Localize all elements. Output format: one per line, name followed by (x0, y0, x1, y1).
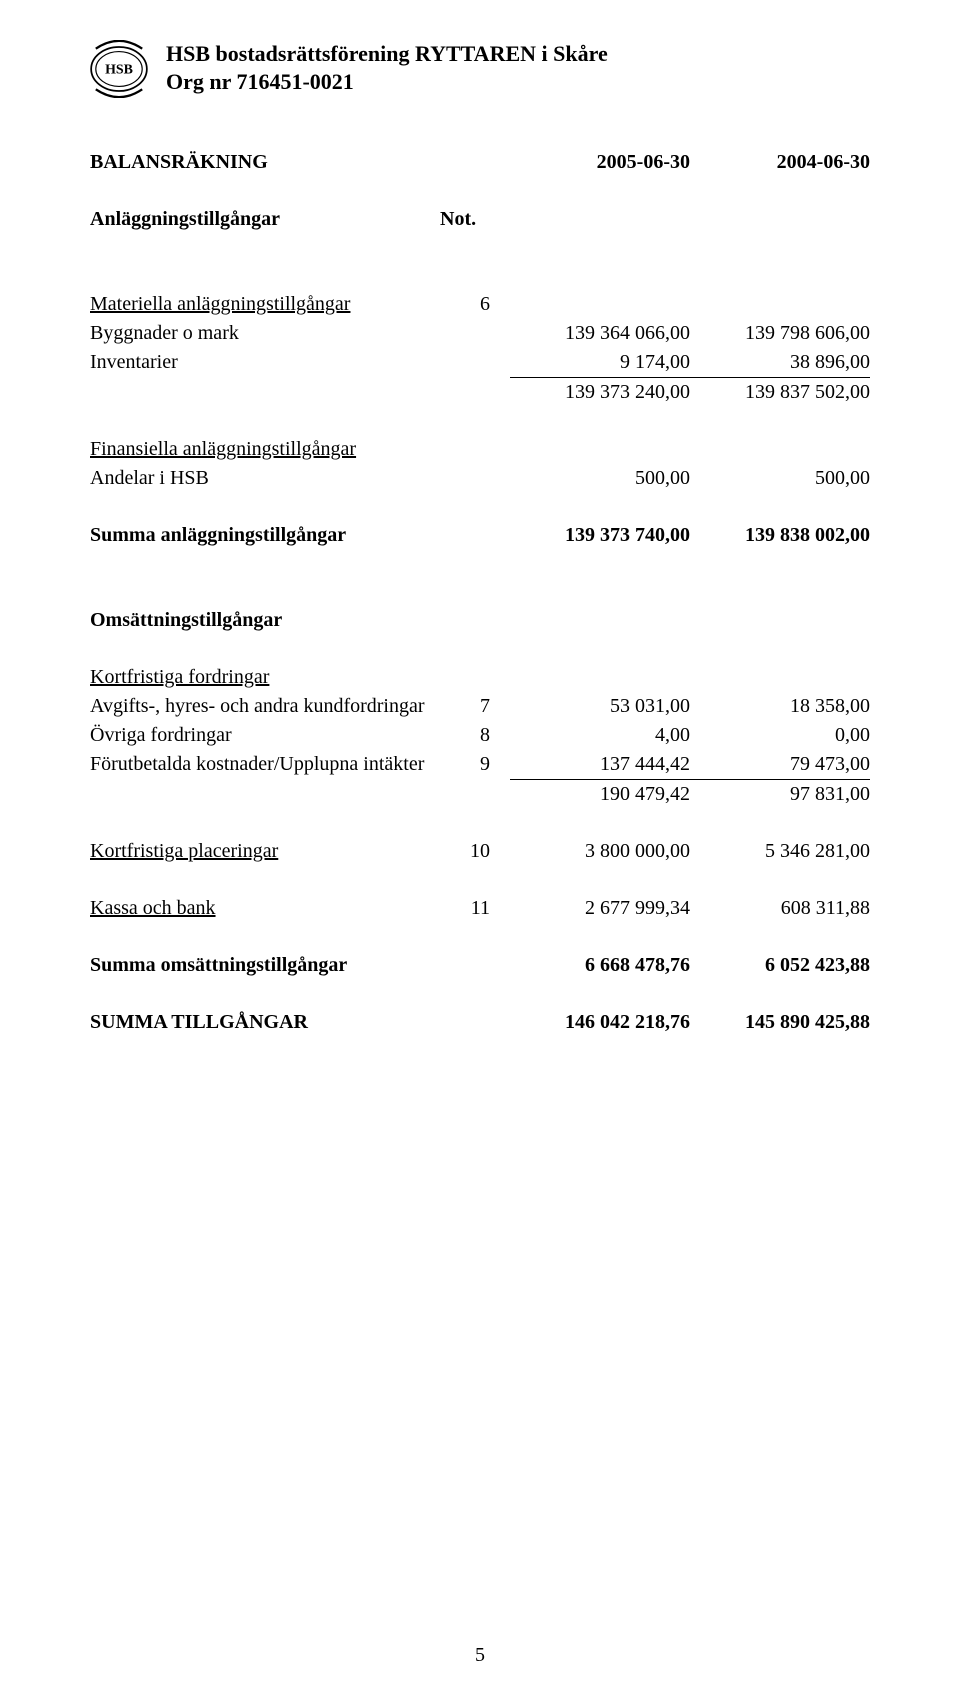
page-container: HSB HSB bostadsrättsförening RYTTAREN i … (0, 0, 960, 1707)
materiella-heading-label: Materiella anläggningstillgångar (90, 290, 440, 319)
row-v1: 53 031,00 (510, 692, 690, 721)
subtitle-row: Anläggningstillgångar Not. (90, 205, 870, 234)
row-label: Inventarier (90, 348, 440, 377)
kortfristiga-sum-row: 190 479,42 97 831,00 (90, 779, 870, 809)
subtitle-note: Not. (440, 205, 510, 234)
materiella-note: 6 (440, 290, 510, 319)
row-v2: 608 311,88 (690, 894, 870, 923)
finansiella-heading-label: Finansiella anläggningstillgångar (90, 435, 440, 464)
sum-v1: 190 479,42 (510, 779, 690, 809)
row-v1: 139 364 066,00 (510, 319, 690, 348)
table-row: Inventarier 9 174,00 38 896,00 (90, 348, 870, 377)
row-v2: 18 358,00 (690, 692, 870, 721)
section-materiella-heading: Materiella anläggningstillgångar 6 (90, 290, 870, 319)
summa-tillgangar-label: SUMMA TILLGÅNGAR (90, 1008, 440, 1037)
row-note: 7 (440, 692, 510, 721)
row-note: 9 (440, 750, 510, 779)
summa-tillgangar-row: SUMMA TILLGÅNGAR 146 042 218,76 145 890 … (90, 1008, 870, 1037)
row-label: Övriga fordringar (90, 721, 440, 750)
row-note: 10 (440, 837, 510, 866)
section-finansiella-heading: Finansiella anläggningstillgångar (90, 435, 870, 464)
summa-anlaggning-label: Summa anläggningstillgångar (90, 521, 440, 550)
table-row: Andelar i HSB 500,00 500,00 (90, 464, 870, 493)
svg-text:HSB: HSB (105, 63, 133, 78)
row-v2: 139 798 606,00 (690, 319, 870, 348)
hsb-logo-icon: HSB (90, 40, 148, 98)
summa-tillgangar-v2: 145 890 425,88 (690, 1008, 870, 1037)
title-row: BALANSRÄKNING 2005-06-30 2004-06-30 (90, 148, 870, 177)
sum-v2: 139 837 502,00 (690, 377, 870, 407)
summa-anlaggning-v2: 139 838 002,00 (690, 521, 870, 550)
table-row: Övriga fordringar 8 4,00 0,00 (90, 721, 870, 750)
row-label: Avgifts-, hyres- och andra kundfordringa… (90, 692, 440, 721)
row-v1: 4,00 (510, 721, 690, 750)
summa-tillgangar-v1: 146 042 218,76 (510, 1008, 690, 1037)
row-label: Byggnader o mark (90, 319, 440, 348)
balance-sheet-table: BALANSRÄKNING 2005-06-30 2004-06-30 Anlä… (90, 148, 870, 1037)
row-v1: 500,00 (510, 464, 690, 493)
section-kortfristiga-fordringar-heading: Kortfristiga fordringar (90, 663, 870, 692)
row-v2: 5 346 281,00 (690, 837, 870, 866)
row-v2: 500,00 (690, 464, 870, 493)
table-row: Byggnader o mark 139 364 066,00 139 798 … (90, 319, 870, 348)
omsattning-heading-label: Omsättningstillgångar (90, 606, 440, 635)
row-label: Förutbetalda kostnader/Upplupna intäkter (90, 750, 440, 779)
kortfristiga-placeringar-label: Kortfristiga placeringar (90, 837, 440, 866)
document-header: HSB HSB bostadsrättsförening RYTTAREN i … (90, 40, 870, 98)
org-text-block: HSB bostadsrättsförening RYTTAREN i Skår… (166, 40, 608, 95)
kassa-bank-row: Kassa och bank 11 2 677 999,34 608 311,8… (90, 894, 870, 923)
row-note: 11 (440, 894, 510, 923)
org-number: Org nr 716451-0021 (166, 68, 608, 96)
title-date2: 2004-06-30 (690, 148, 870, 177)
summa-omsattning-v2: 6 052 423,88 (690, 951, 870, 980)
sum-v1: 139 373 240,00 (510, 377, 690, 407)
row-v1: 3 800 000,00 (510, 837, 690, 866)
page-number: 5 (0, 1644, 960, 1667)
summa-omsattning-label: Summa omsättningstillgångar (90, 951, 440, 980)
org-name: HSB bostadsrättsförening RYTTAREN i Skår… (166, 40, 608, 68)
summa-anlaggning-row: Summa anläggningstillgångar 139 373 740,… (90, 521, 870, 550)
summa-omsattning-row: Summa omsättningstillgångar 6 668 478,76… (90, 951, 870, 980)
title-label: BALANSRÄKNING (90, 148, 440, 177)
row-v2: 38 896,00 (690, 348, 870, 377)
title-date1: 2005-06-30 (510, 148, 690, 177)
row-label: Andelar i HSB (90, 464, 440, 493)
subtitle-label: Anläggningstillgångar (90, 205, 440, 234)
materiella-sum-row: 139 373 240,00 139 837 502,00 (90, 377, 870, 407)
table-row: Förutbetalda kostnader/Upplupna intäkter… (90, 750, 870, 779)
sum-v2: 97 831,00 (690, 779, 870, 809)
table-row: Avgifts-, hyres- och andra kundfordringa… (90, 692, 870, 721)
summa-omsattning-v1: 6 668 478,76 (510, 951, 690, 980)
kassa-bank-label: Kassa och bank (90, 894, 440, 923)
row-v1: 137 444,42 (510, 750, 690, 779)
kortfristiga-placeringar-row: Kortfristiga placeringar 10 3 800 000,00… (90, 837, 870, 866)
row-v1: 9 174,00 (510, 348, 690, 377)
kortfristiga-fordringar-label: Kortfristiga fordringar (90, 663, 440, 692)
row-note: 8 (440, 721, 510, 750)
row-v2: 0,00 (690, 721, 870, 750)
row-v2: 79 473,00 (690, 750, 870, 779)
omsattning-heading-row: Omsättningstillgångar (90, 606, 870, 635)
summa-anlaggning-v1: 139 373 740,00 (510, 521, 690, 550)
row-v1: 2 677 999,34 (510, 894, 690, 923)
